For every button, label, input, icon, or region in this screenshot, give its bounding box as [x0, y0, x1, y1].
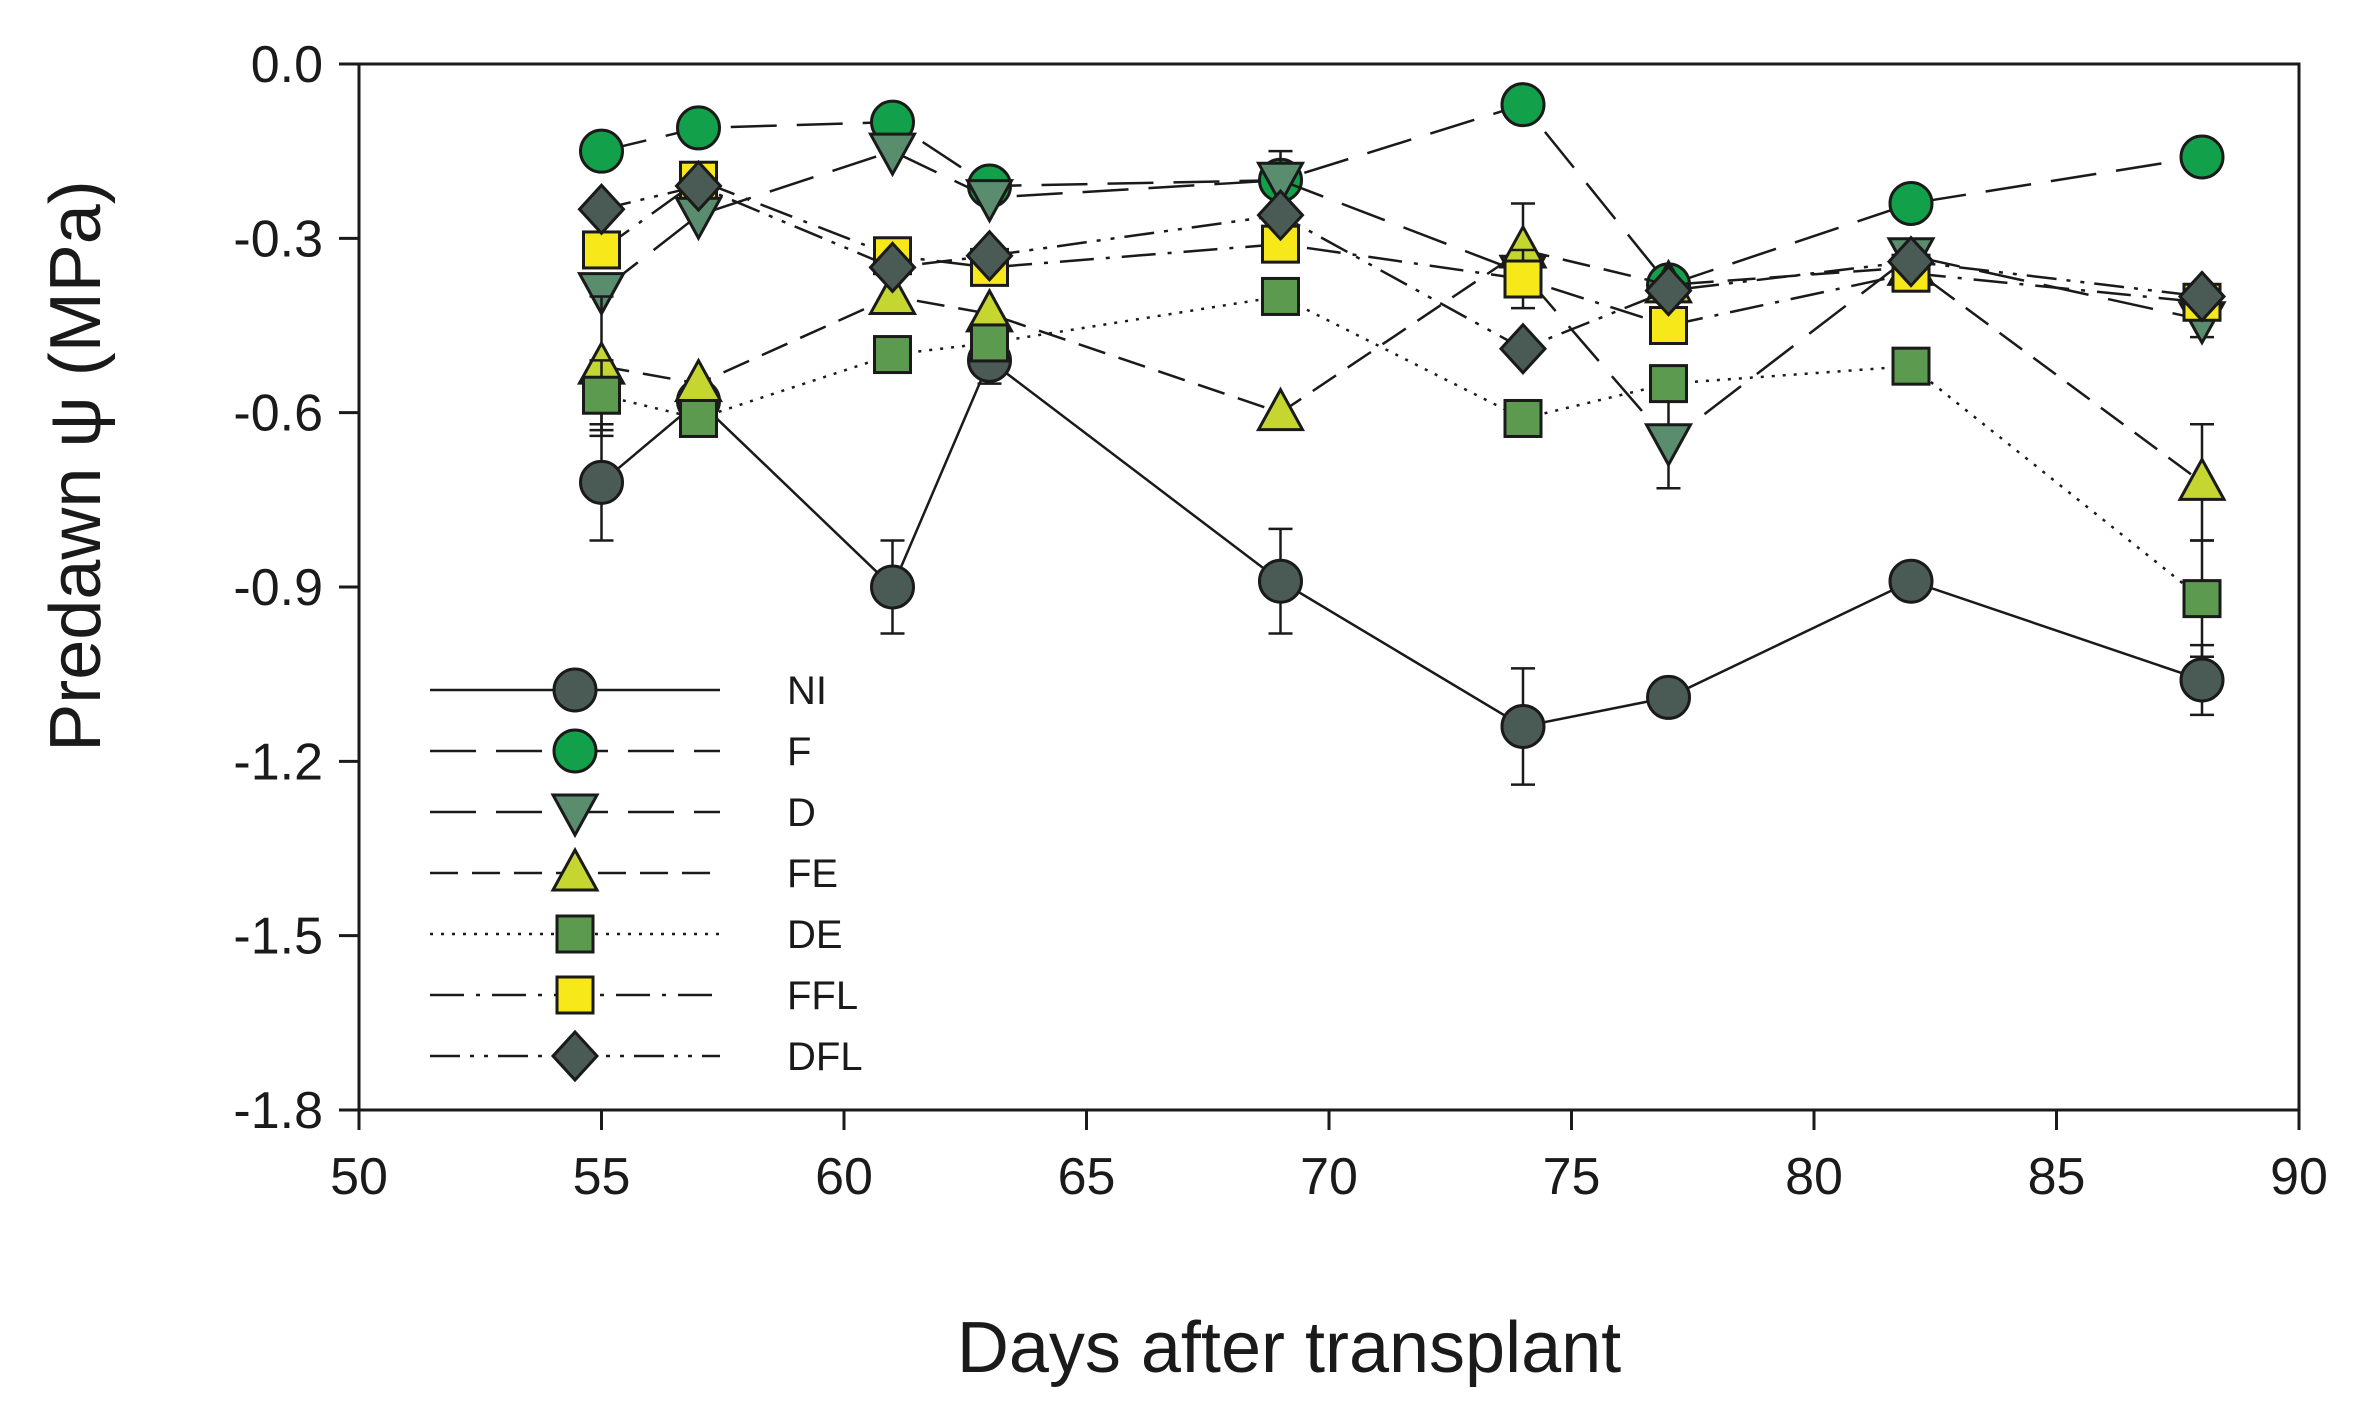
data-point-f — [1888, 180, 1934, 226]
y-tick-label: -1.2 — [233, 733, 323, 791]
legend-label: NI — [787, 669, 827, 713]
legend-marker — [555, 975, 595, 1015]
data-point-ni — [1258, 558, 1303, 604]
data-point-ni — [579, 459, 624, 505]
legend-entry-ni: NI — [430, 667, 827, 713]
series-line-f — [601, 103, 2203, 287]
data-point-fe — [673, 357, 724, 403]
data-point-ffl — [1503, 259, 1543, 299]
data-point-dfl — [965, 229, 1014, 282]
legend-marker — [550, 793, 600, 839]
data-point-de — [873, 335, 912, 375]
data-point-de — [582, 375, 621, 415]
legend-label: FE — [787, 852, 838, 896]
x-tick-label: 90 — [2270, 1148, 2328, 1206]
legend-marker — [550, 1029, 600, 1083]
legend-entry-d: D — [430, 791, 816, 839]
data-point-dfl — [868, 241, 917, 294]
data-point-ni — [870, 564, 915, 610]
data-point-d — [576, 272, 627, 317]
data-point-ni — [2179, 657, 2225, 703]
y-tick-label: -0.3 — [233, 210, 323, 268]
legend-marker — [555, 914, 595, 954]
data-point-d — [964, 179, 1015, 224]
data-point-fe — [1255, 386, 1306, 432]
legend: NI FD FE DE FFL DFL — [430, 667, 863, 1083]
data-point-f — [579, 128, 624, 174]
data-point-de — [1891, 346, 1931, 386]
data-point-dfl — [674, 159, 723, 213]
series-layer — [576, 82, 2227, 786]
series-line-dfl — [601, 184, 2203, 351]
data-point-dfl — [577, 183, 626, 236]
y-tick-label: -0.6 — [233, 385, 323, 443]
x-axis-title: Days after transplant — [957, 1308, 1621, 1388]
data-point-d — [867, 132, 918, 178]
data-point-de — [679, 398, 718, 438]
x-tick-label: 75 — [1543, 1148, 1601, 1206]
data-point-de — [1261, 276, 1300, 316]
data-point-dfl — [1886, 235, 1936, 288]
legend-marker — [552, 667, 598, 713]
data-point-f — [676, 105, 721, 151]
legend-entry-de: DE — [430, 913, 843, 957]
series-ni — [579, 335, 2225, 786]
y-tick-label: -1.5 — [233, 908, 323, 966]
data-point-ni — [1888, 558, 1934, 604]
data-point-de — [1503, 398, 1543, 438]
data-point-dfl — [1644, 264, 1693, 317]
legend-label: DE — [787, 913, 843, 957]
x-tick-label: 80 — [1785, 1148, 1843, 1206]
plot-frame — [357, 62, 2301, 1112]
data-point-dfl — [2177, 270, 2227, 323]
series-line-ni — [600, 358, 2203, 728]
y-tick-label: 0.0 — [251, 36, 323, 94]
x-tick-label: 60 — [815, 1148, 873, 1206]
x-tick-label: 65 — [1058, 1148, 1116, 1206]
axes: 0.0 -0.3 -0.6 -0.9 -1.2 -1.5 -1.850 55 60 65 70 75 8… — [233, 36, 2328, 1206]
series-d — [576, 132, 2227, 490]
series-ffl — [582, 160, 2222, 345]
legend-entry-dfl: DFL — [430, 1029, 863, 1083]
legend-entry-ffl: FFL — [430, 974, 858, 1018]
legend-entry-fe: FE — [430, 846, 838, 896]
legend-label: F — [787, 730, 811, 774]
data-point-dfl — [1498, 322, 1548, 375]
series-f — [579, 82, 2225, 308]
x-tick-label: 70 — [1300, 1148, 1358, 1206]
legend-label: D — [787, 791, 816, 835]
data-point-ffl — [1649, 306, 1688, 345]
y-tick-label: -0.9 — [233, 559, 323, 617]
x-tick-label: 50 — [330, 1148, 388, 1206]
data-point-de — [2182, 579, 2222, 619]
data-point-de — [970, 323, 1009, 363]
data-point-dfl — [1256, 188, 1305, 242]
data-point-f — [2179, 134, 2225, 180]
data-point-ni — [1500, 703, 1546, 749]
data-point-ffl — [582, 230, 621, 270]
series-line-ffl — [600, 178, 2203, 327]
data-point-d — [1643, 423, 1694, 468]
data-point-de — [1649, 364, 1688, 404]
legend-label: FFL — [787, 974, 858, 1018]
x-tick-label: 55 — [573, 1148, 631, 1206]
legend-marker — [552, 728, 598, 774]
y-axis-title: Predawn ψ (MPa) — [36, 180, 116, 752]
series-de — [582, 276, 2222, 658]
legend-entry-f: F — [430, 728, 811, 774]
data-point-f — [1500, 82, 1546, 128]
x-tick-label: 85 — [2028, 1148, 2086, 1206]
series-dfl — [577, 159, 2227, 375]
data-point-ni — [1646, 674, 1691, 720]
data-point-fe — [2177, 456, 2227, 501]
y-tick-label: -1.8 — [233, 1082, 323, 1140]
legend-label: DFL — [787, 1035, 863, 1079]
data-point-d — [1255, 161, 1306, 207]
legend-marker — [550, 846, 600, 892]
series-fe — [576, 202, 2227, 542]
series-line-fe — [601, 248, 2203, 484]
series-line-de — [601, 295, 2203, 600]
